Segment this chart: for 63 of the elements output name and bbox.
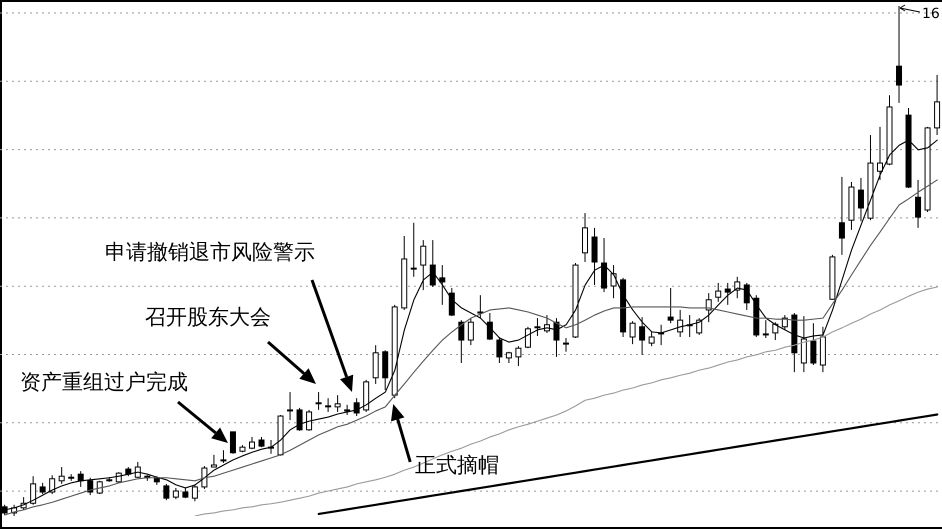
candlestick (40, 482, 46, 495)
candlestick (838, 176, 845, 256)
candlestick (430, 240, 436, 288)
candlestick (296, 407, 303, 432)
candlestick (306, 409, 312, 432)
candlestick (648, 331, 655, 347)
candlestick (58, 466, 65, 484)
candlestick (182, 487, 188, 499)
candlestick (762, 320, 769, 339)
candlestick (163, 483, 170, 501)
candlestick (724, 282, 731, 306)
candlestick (496, 336, 502, 364)
candlestick (458, 320, 464, 364)
candlestick (325, 398, 332, 412)
candlestick (515, 346, 522, 367)
candlestick (524, 326, 531, 349)
candlestick (172, 487, 179, 500)
candlestick (639, 316, 646, 356)
candlestick (772, 322, 778, 341)
candlestick (201, 466, 208, 490)
candlestick (562, 338, 569, 352)
candlestick (316, 392, 322, 410)
candlestick (420, 240, 426, 291)
annotation: 申请撤销退市风险警示 (105, 240, 315, 266)
candlestick (87, 477, 94, 496)
candlestick (668, 288, 674, 324)
candlestick (258, 436, 264, 448)
candlestick (410, 222, 417, 278)
candlestick (30, 476, 36, 506)
candlestick (800, 316, 807, 373)
candlestick (896, 6, 902, 104)
candlestick (715, 282, 722, 302)
candlestick (334, 394, 341, 412)
annotation: 正式摘帽 (415, 453, 499, 478)
candlestick (96, 480, 103, 495)
candlestick (248, 436, 255, 450)
candlestick (782, 314, 788, 330)
candlestick (858, 177, 864, 222)
candlestick (210, 454, 217, 468)
candlestick (696, 318, 702, 336)
candlestick (49, 474, 56, 495)
candlestick (486, 312, 493, 341)
candlestick (915, 179, 922, 228)
annotation: 资产重组过户完成 (20, 370, 188, 396)
candlestick (677, 309, 684, 338)
candlestick (534, 318, 540, 336)
candlestick (220, 450, 226, 464)
candlestick (448, 288, 455, 317)
candlestick (192, 484, 198, 502)
candlestick (506, 351, 512, 364)
candlestick (439, 264, 446, 306)
candlestick (287, 392, 294, 421)
candlestick (810, 322, 816, 366)
candlestick (706, 292, 712, 323)
candlestick (744, 282, 750, 310)
annotation: 召开股东大会 (145, 305, 271, 330)
candlestick (344, 404, 350, 416)
candlestick (477, 294, 484, 319)
candlestick (468, 318, 474, 346)
candlestick (230, 431, 236, 454)
candlestick (78, 470, 84, 488)
candlestick (630, 320, 636, 345)
annotation: 16 (922, 6, 940, 23)
